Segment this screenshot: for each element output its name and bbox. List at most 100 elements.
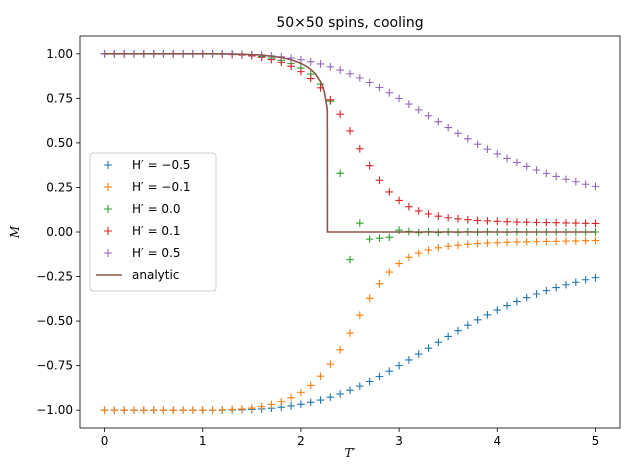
data-point (572, 219, 580, 227)
x-tick-label: 3 (395, 434, 403, 448)
legend-frame (89, 152, 217, 292)
data-point (385, 233, 394, 242)
data-point (552, 283, 560, 292)
data-point (493, 306, 502, 314)
data-point (483, 311, 492, 319)
legend-marker (104, 205, 112, 213)
y-axis-title: M (8, 225, 22, 239)
data-point (297, 55, 305, 64)
data-point (385, 367, 394, 375)
data-point (522, 293, 531, 302)
y-tick-label: 1.00 (46, 47, 73, 61)
data-point (375, 176, 384, 185)
y-tick-label: −0.50 (36, 314, 73, 328)
data-point (336, 110, 344, 119)
data-point (522, 162, 531, 171)
data-point (346, 255, 354, 264)
data-point (238, 405, 246, 413)
data-point (424, 246, 433, 254)
data-point (581, 219, 590, 228)
y-tick-label: −0.75 (36, 359, 73, 373)
data-point (503, 154, 511, 163)
legend-label: H′ = −0.1 (132, 180, 191, 194)
legend: H′ = −0.5 H′ = −0.1 H′ = 0.0 H′ = 0.1 H′ = 0… (89, 152, 217, 292)
data-point (267, 400, 276, 409)
data-point (385, 268, 394, 276)
data-point (336, 345, 344, 354)
data-point (316, 372, 325, 380)
data-point (483, 217, 492, 225)
data-point (473, 316, 482, 324)
data-point (483, 239, 492, 247)
data-point (464, 215, 472, 224)
data-point (591, 219, 600, 228)
data-point (434, 338, 443, 347)
data-point (522, 218, 531, 226)
data-point (414, 350, 423, 358)
data-point (473, 140, 482, 148)
data-point (503, 301, 511, 310)
data-point (581, 275, 590, 284)
y-tick-label: −1.00 (36, 403, 73, 417)
legend-marker (104, 249, 112, 257)
data-point (572, 237, 580, 245)
data-point (257, 402, 266, 411)
data-point (297, 67, 305, 76)
y-tick-label: 0.75 (46, 91, 73, 105)
data-point (542, 237, 551, 246)
data-point (356, 144, 364, 153)
data-point (287, 393, 295, 402)
data-point (346, 69, 354, 78)
data-point (493, 217, 502, 226)
data-point (493, 238, 502, 247)
data-point (395, 361, 403, 370)
data-point (562, 175, 570, 184)
legend-marker (104, 227, 112, 235)
data-point (287, 54, 295, 62)
data-point (591, 273, 600, 282)
data-point (562, 280, 570, 289)
data-point (454, 326, 462, 335)
x-tick-label: 4 (493, 434, 501, 448)
data-point (405, 356, 413, 364)
data-point (513, 218, 521, 226)
data-point (405, 100, 413, 108)
data-point (326, 393, 335, 401)
data-point (306, 381, 315, 390)
data-point (542, 169, 551, 178)
marks-layer (100, 50, 600, 414)
data-point (414, 207, 423, 215)
data-point (228, 405, 236, 414)
data-point (297, 400, 305, 409)
y-tick-label: 0.00 (46, 225, 73, 239)
data-point (385, 188, 394, 196)
data-point (424, 344, 433, 352)
data-point (169, 406, 178, 414)
data-point (424, 112, 433, 120)
data-point (513, 238, 521, 246)
data-point (503, 238, 511, 247)
data-point (346, 386, 354, 395)
data-point (454, 241, 462, 249)
legend-label: H′ = −0.5 (132, 158, 191, 172)
data-point (464, 135, 472, 143)
data-point (503, 217, 511, 226)
data-point (493, 150, 502, 158)
x-tick-label: 2 (297, 434, 305, 448)
data-point (365, 235, 374, 243)
data-point (464, 240, 472, 249)
data-point (532, 166, 541, 174)
data-point (444, 213, 452, 222)
ticks-layer: 0 1 2 3 4 5 −1.00 −0.75 −0.50 −0.25 0.00 0.25 0.50 0.… (36, 47, 599, 448)
data-point (208, 406, 217, 414)
data-point (562, 237, 570, 245)
data-point (414, 249, 423, 257)
data-point (552, 218, 560, 227)
data-point (306, 74, 315, 83)
data-point (356, 74, 364, 82)
data-point (424, 210, 433, 218)
x-axis-title: T′ (345, 446, 356, 460)
data-point (552, 172, 560, 181)
